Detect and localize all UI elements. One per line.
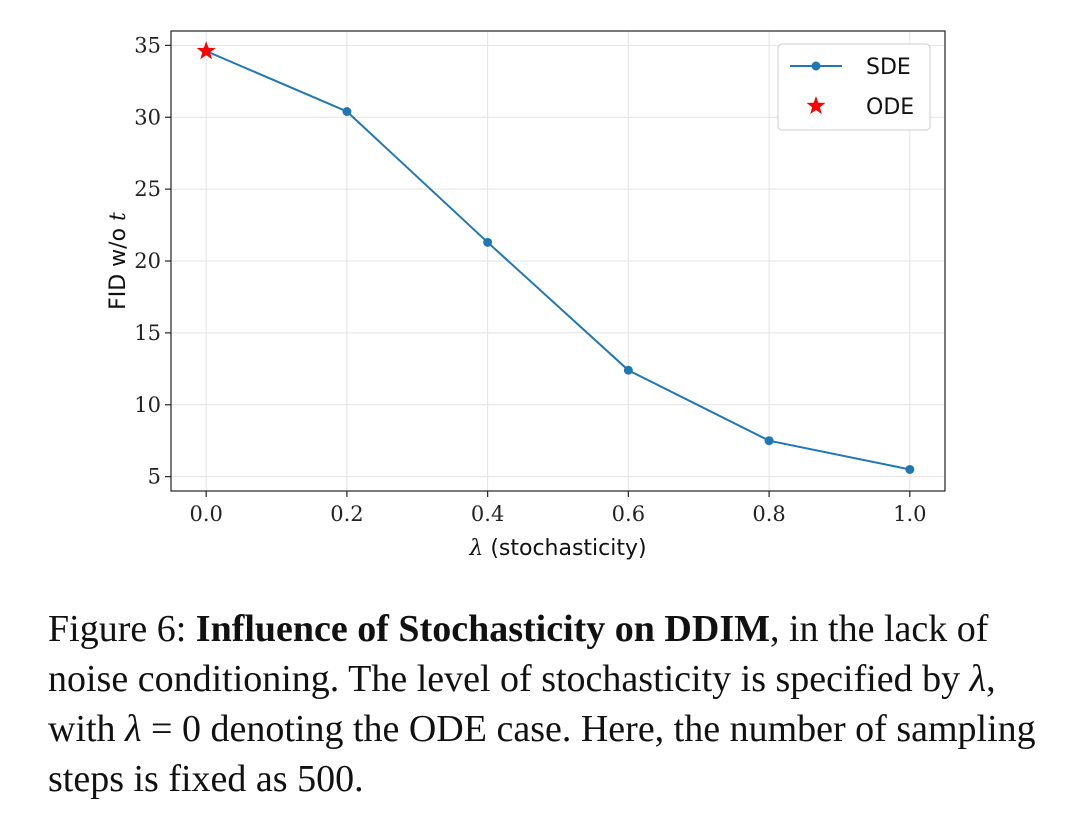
caption-bold-title: Influence of Stochasticity on DDIM: [195, 608, 770, 650]
series-line-sde: [205, 50, 911, 471]
data-point-sde: [905, 464, 915, 474]
caption-text-2: , with: [48, 658, 996, 750]
legend-marker-ode: [806, 96, 826, 115]
x-axis-label-symbol: λ: [468, 536, 483, 561]
y-tick-label: 20: [134, 249, 161, 273]
y-tick-label: 10: [134, 393, 161, 417]
y-axis-label: FID w/o t: [106, 212, 131, 310]
caption-lambda-1: λ: [969, 658, 987, 700]
x-tick-label: 0.4: [471, 502, 504, 526]
legend-label-ode: ODE: [866, 95, 914, 120]
y-tick-label: 5: [148, 465, 161, 489]
x-tick-label: 0.8: [752, 502, 785, 526]
caption-text-1: , in the lack of noise conditioning. The…: [48, 608, 989, 700]
caption-prefix: Figure 6:: [48, 608, 196, 650]
caption-text-3: = 0 denoting the ODE case. Here, the num…: [48, 708, 1036, 800]
x-tick-label: 1.0: [893, 502, 926, 526]
legend-marker-sde: [811, 61, 821, 71]
x-tick-label: 0.0: [189, 502, 222, 526]
data-point-sde: [483, 237, 493, 247]
x-axis-label-text: (stochasticity): [483, 536, 646, 561]
caption-lambda-2: λ: [125, 708, 142, 750]
x-tick-label: 0.6: [612, 502, 645, 526]
y-tick-label: 35: [134, 33, 161, 57]
x-tick-label: 0.2: [330, 502, 363, 526]
y-axis-label-symbol: t: [106, 212, 131, 221]
data-point-ode-star: [196, 41, 216, 60]
y-axis-label-text: FID w/o: [106, 221, 131, 310]
y-tick-label: 15: [134, 321, 161, 345]
y-tick-label: 30: [134, 105, 161, 129]
legend-label-sde: SDE: [866, 55, 911, 80]
data-point-sde: [342, 107, 352, 116]
y-axis-label-group: FID w/o t: [106, 212, 131, 310]
data-point-sde: [623, 365, 633, 375]
x-axis-label: λ (stochasticity): [468, 536, 646, 561]
figure-caption: Figure 6: Influence of Stochasticity on …: [48, 604, 1048, 804]
y-tick-label: 25: [134, 177, 161, 201]
line-chart: 0.0 0.2 0.4 0.6 0.8 1.0 5 10 15 20 25 30 35 λ (stocha…: [106, 30, 946, 561]
data-point-sde: [764, 436, 774, 446]
